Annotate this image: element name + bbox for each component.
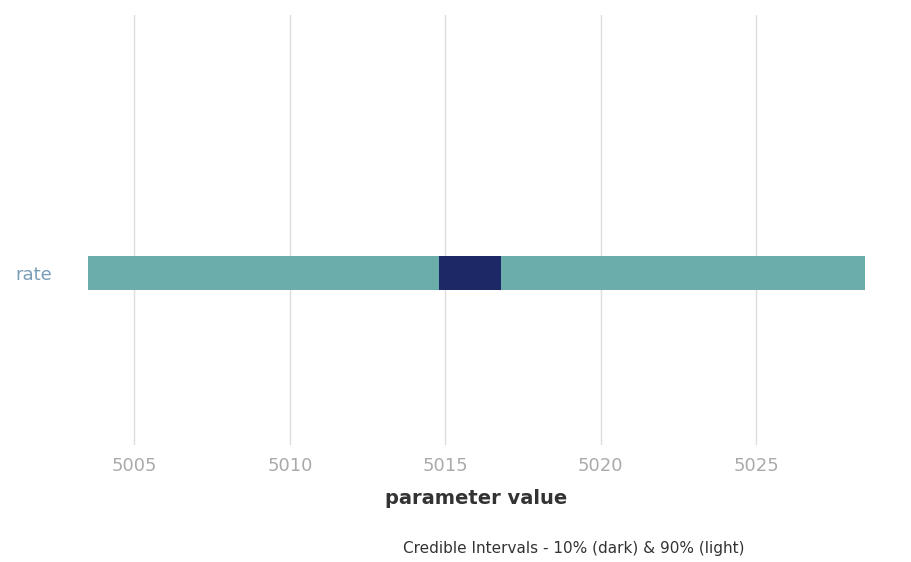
X-axis label: parameter value: parameter value bbox=[385, 489, 568, 507]
Bar bbox=[439, 256, 501, 290]
Text: Credible Intervals - 10% (dark) & 90% (light): Credible Intervals - 10% (dark) & 90% (l… bbox=[404, 541, 744, 556]
Bar bbox=[87, 256, 865, 290]
